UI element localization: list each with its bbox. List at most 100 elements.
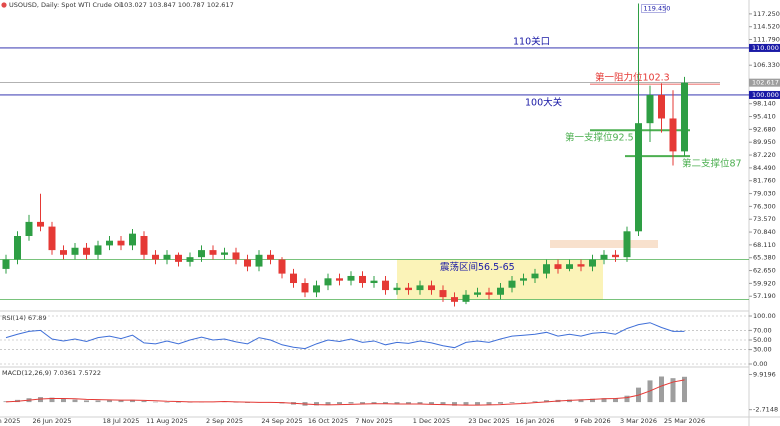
macd-bar xyxy=(521,402,526,403)
x-tick-label: 25 Mar 2026 xyxy=(664,417,705,425)
candle-body xyxy=(600,254,608,260)
price-box xyxy=(749,78,780,87)
macd-bar xyxy=(429,402,434,405)
candle-body xyxy=(324,278,332,286)
y-tick-label: 9.9196 xyxy=(753,371,776,379)
candle-body xyxy=(221,252,228,255)
macd-bar xyxy=(38,397,43,403)
x-tick-label: 3 Mar 2026 xyxy=(620,417,657,425)
candle-body xyxy=(14,236,21,260)
annotation-label: 第一阻力位102.3 xyxy=(595,72,670,84)
macd-bar xyxy=(498,402,503,404)
highlight-box xyxy=(550,240,658,248)
candle-body xyxy=(405,287,412,291)
candle-body xyxy=(2,259,10,269)
level-note: 110关口 xyxy=(513,35,550,47)
y-tick-label: 89.950 xyxy=(753,138,776,146)
candle-body xyxy=(658,94,665,119)
peak-box xyxy=(641,4,666,13)
x-tick-label: 23 Dec 2025 xyxy=(468,417,510,425)
y-tick-label: 73.570 xyxy=(753,215,776,223)
macd-bar xyxy=(84,400,89,403)
candle-body xyxy=(71,247,79,255)
y-tick-label: 117.250 xyxy=(753,10,780,18)
y-tick-label: 65.380 xyxy=(753,254,776,262)
macd-bar xyxy=(371,402,377,404)
rsi-title: RSI(14) 67.89 xyxy=(2,314,47,322)
macd-bar xyxy=(49,397,55,403)
candle-body xyxy=(554,264,562,269)
macd-bar xyxy=(682,376,687,403)
macd-bar xyxy=(463,402,469,406)
candle-body xyxy=(612,254,619,258)
x-tick-label: 24 Sep 2025 xyxy=(261,417,302,425)
candle-body xyxy=(83,247,90,255)
macd-bar xyxy=(613,398,618,403)
candle-body xyxy=(336,278,343,281)
macd-bar xyxy=(475,402,480,405)
candle-body xyxy=(244,259,251,267)
candle-body xyxy=(508,280,516,288)
macd-bar xyxy=(141,400,147,403)
macd-bar xyxy=(578,399,584,403)
macd-bar xyxy=(130,399,135,403)
macd-bar xyxy=(164,402,170,403)
last-price-label: 102.617 xyxy=(752,79,779,87)
candle-body xyxy=(60,250,67,255)
macd-bar xyxy=(348,402,354,404)
candle-body xyxy=(37,221,44,227)
macd-bar xyxy=(61,398,66,403)
candle-body xyxy=(175,254,182,262)
x-tick-label: 9 Feb 2026 xyxy=(574,417,610,425)
candle-body xyxy=(462,294,470,302)
macd-bar xyxy=(406,402,411,405)
y-tick-label: 106.330 xyxy=(753,61,780,69)
x-tick-label: 16 Jan 2026 xyxy=(516,417,555,425)
ohlc-values: 103.027 103.847 100.787 102.617 xyxy=(120,1,234,9)
symbol-icon xyxy=(1,2,7,8)
candle-body xyxy=(152,254,159,260)
signal-line xyxy=(5,379,685,406)
x-tick-label: 16 Oct 2025 xyxy=(308,417,348,425)
y-tick-label: 84.490 xyxy=(753,164,776,172)
y-tick-label: 50.00 xyxy=(753,336,772,344)
macd-bar xyxy=(176,402,181,403)
candle-body xyxy=(267,254,274,260)
candle-body xyxy=(163,254,171,260)
price-box xyxy=(749,90,780,99)
candle-body xyxy=(140,236,148,255)
candle-body xyxy=(497,287,504,295)
candle-body xyxy=(451,297,458,302)
macd-title: MACD(12,26,9) 7.0361 7.5722 xyxy=(2,369,101,377)
y-tick-label: 76.300 xyxy=(753,202,776,210)
candle-body xyxy=(520,278,527,281)
macd-bar xyxy=(452,402,457,406)
x-tick-label: Jun 2025 xyxy=(0,417,20,425)
macd-bar xyxy=(95,400,101,403)
macd-bar xyxy=(486,402,492,405)
macd-bar xyxy=(601,398,607,403)
y-tick-label: 70.840 xyxy=(753,228,776,236)
y-tick-label: 95.410 xyxy=(753,113,776,121)
y-tick-label: -2.7148 xyxy=(753,406,778,414)
macd-bar xyxy=(233,402,239,403)
rsi-line xyxy=(5,322,685,350)
macd-bar xyxy=(383,402,388,405)
macd-bar xyxy=(118,400,124,403)
candle-body xyxy=(681,82,688,152)
macd-bar xyxy=(325,402,331,405)
macd-bar xyxy=(337,402,342,405)
annotation-label: 第二支撑位87 xyxy=(682,158,742,170)
y-tick-label: 79.030 xyxy=(753,190,776,198)
candle-body xyxy=(439,290,447,298)
candle-body xyxy=(232,252,240,260)
peak-label: 119.450 xyxy=(644,5,671,13)
x-tick-label: 1 Dec 2025 xyxy=(413,417,450,425)
candle-body xyxy=(566,264,573,269)
x-tick-label: 7 Nov 2025 xyxy=(355,417,393,425)
y-tick-label: 81.760 xyxy=(753,177,776,185)
macd-bar xyxy=(670,378,676,403)
price-box-label: 110.000 xyxy=(752,44,779,52)
candle-body xyxy=(129,233,136,246)
